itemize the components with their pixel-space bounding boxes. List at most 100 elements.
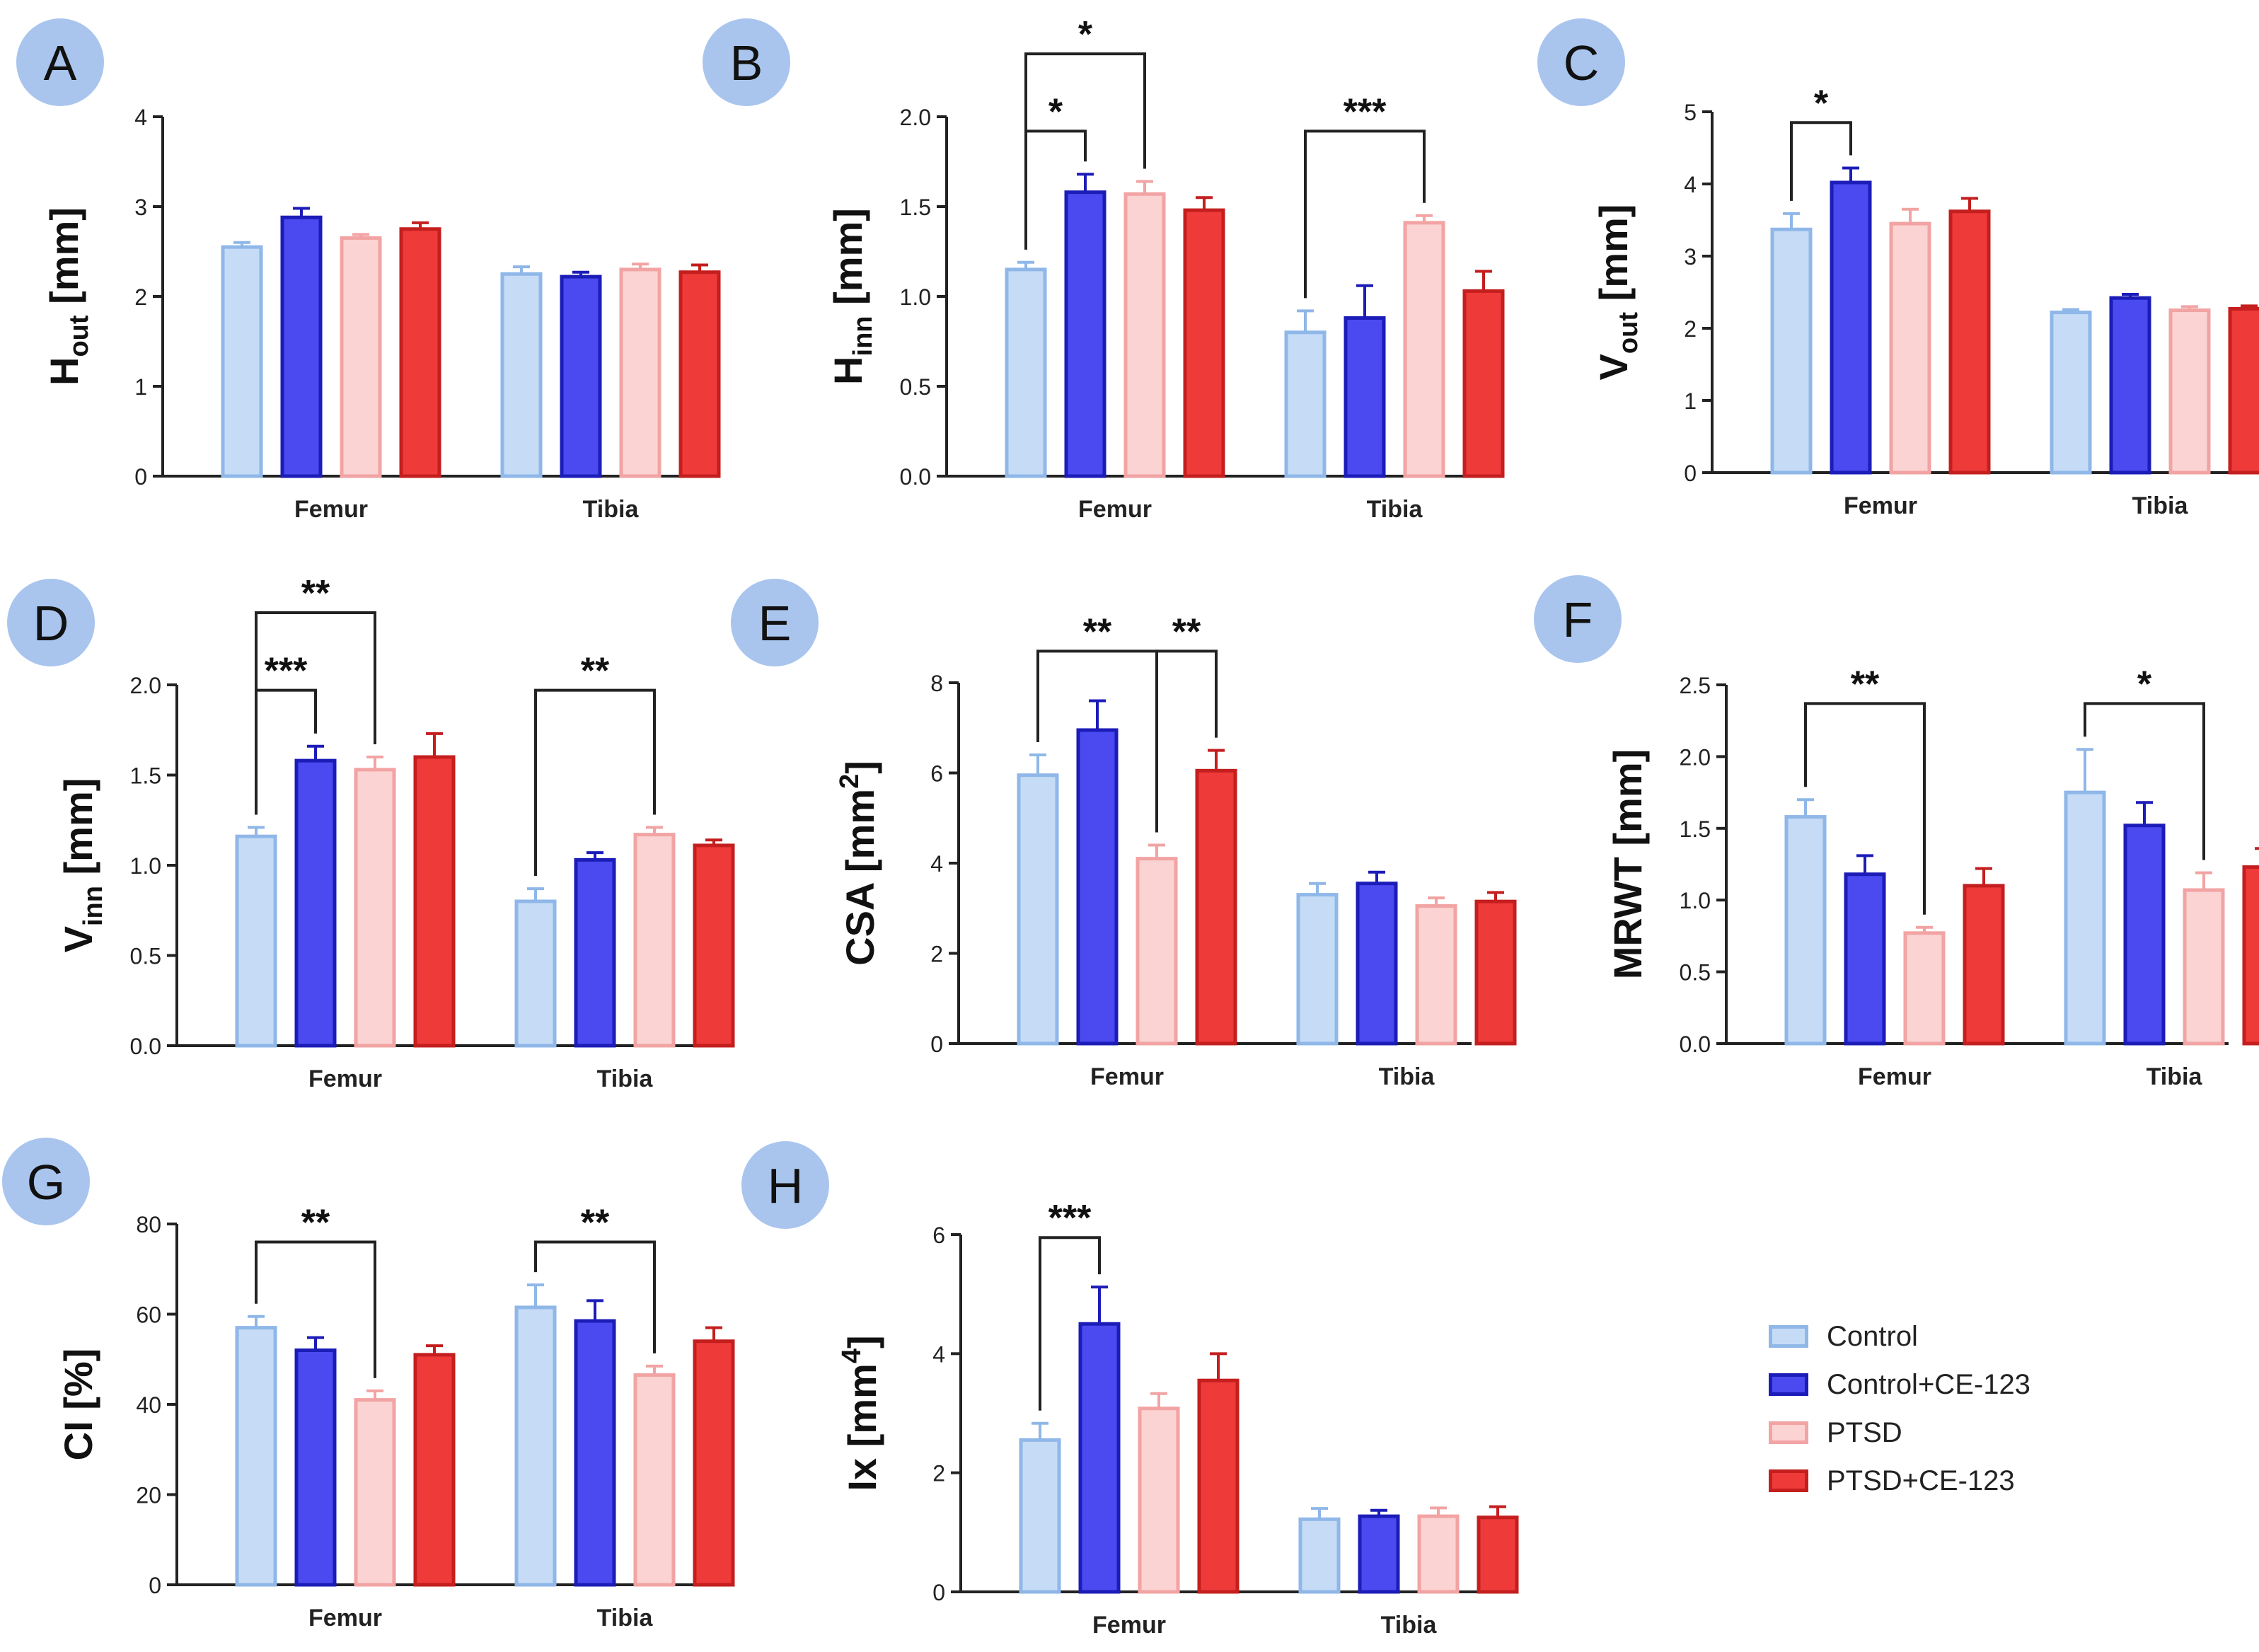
panel-g-bar-ptsd-femur: [354, 1398, 396, 1587]
panel-c-bar-control-femur: [1770, 227, 1813, 475]
panel-g-bar-ptsd-tibia: [633, 1373, 676, 1587]
panel-e-xtick-label-tibia: Tibia: [1379, 1063, 1435, 1090]
panel-h-ytick-label-1: 2: [932, 1461, 945, 1486]
panel-c-ytick-label-3: 3: [1684, 244, 1697, 270]
panel-c-xtick-label-femur: Femur: [1844, 492, 1917, 519]
panel-g-xtick-label-tibia: Tibia: [597, 1605, 654, 1631]
panel-f-ytick-label-2: 1.0: [1680, 888, 1711, 913]
panel-g-bar-control-tibia: [514, 1305, 557, 1587]
panel-h-bar-control-tibia: [1298, 1517, 1341, 1594]
panel-a-xtick-label-tibia: Tibia: [583, 496, 640, 523]
panel-f-ytick-label-5: 2.5: [1680, 673, 1711, 698]
panel-b-xtick-label-femur: Femur: [1078, 496, 1152, 523]
panel-g-ytick-label-1: 20: [136, 1483, 161, 1508]
panel-e-ytick-label-4: 8: [930, 671, 943, 696]
panel-f-bar-control-ce-123-femur: [1844, 872, 1886, 1046]
panel-c-xtick-label-tibia: Tibia: [2132, 492, 2189, 519]
panel-h-sig-bracket-0: [1039, 1236, 1101, 1411]
panel-d-bar-ptsd-ce-123-tibia: [693, 843, 735, 1048]
panel-d-xtick-label-femur: Femur: [308, 1065, 382, 1092]
panel-c-bar-ptsd-tibia: [2168, 308, 2211, 475]
panel-a-bar-ptsd-ce-123-femur: [399, 227, 441, 478]
panel-c-ytick-label-5: 5: [1684, 100, 1697, 125]
panel-b-bar-control-ce-123-femur: [1064, 190, 1107, 478]
panel-d-sig-label-0: ***: [265, 651, 308, 692]
panel-e-xtick-label-femur: Femur: [1090, 1063, 1164, 1090]
legend-swatch-ptsd-ce123: [1769, 1469, 1808, 1492]
panel-e-sig-label-0: **: [1083, 611, 1112, 652]
legend-label-control-ce123: Control+CE-123: [1827, 1368, 2030, 1400]
panel-a-ytick-label-0: 0: [134, 464, 147, 490]
panel-c-badge: [1537, 18, 1625, 106]
panel-f-bar-control-ce-123-tibia: [2123, 824, 2166, 1046]
panel-d-sig-bracket-1: [255, 611, 376, 815]
panel-b-bar-ptsd-femur: [1123, 192, 1166, 478]
panel-f-sig-label-0: **: [1851, 664, 1880, 705]
panel-b-sig-label-1: *: [1078, 14, 1093, 55]
panel-e-bar-control-ce-123-tibia: [1356, 882, 1398, 1046]
panel-a-bar-ptsd-ce-123-tibia: [678, 270, 721, 478]
panel-c-sig-label-0: *: [1814, 83, 1829, 124]
panel-f-bar-ptsd-tibia: [2183, 888, 2225, 1046]
panel-c-sig-bracket-0: [1790, 121, 1852, 201]
panel-a-ytick-label-3: 3: [134, 195, 147, 220]
panel-e-ytick-label-1: 2: [930, 942, 943, 967]
panel-e-ylabel: CSA [mm2]: [835, 761, 882, 966]
panel-c-bar-control-ce-123-femur: [1830, 180, 1872, 475]
panel-c-bar-ptsd-ce-123-femur: [1948, 209, 1991, 475]
panel-h-ylabel: Ix [mm4]: [837, 1335, 884, 1491]
panel-a-bar-control-ce-123-femur: [280, 215, 323, 478]
legend-label-ptsd: PTSD: [1827, 1416, 1902, 1448]
panel-c-ytick-label-2: 2: [1684, 316, 1697, 342]
panel-h-ylabel-main: Ix [mm: [840, 1363, 884, 1491]
panel-f-sig-bracket-0: [1804, 702, 1926, 915]
panel-f-letter: F: [1563, 592, 1593, 647]
panel-e-sig-bracket-1: [1155, 649, 1218, 833]
panel-g-bar-control-femur: [235, 1326, 277, 1587]
panel-a-bar-control-tibia: [500, 272, 543, 478]
panel-a-bar-control-femur: [221, 245, 263, 478]
panel-d-sig-bracket-2: [534, 688, 656, 877]
panel-g-bar-ptsd-ce-123-femur: [413, 1353, 456, 1587]
panel-c: C 0 1 2 3 4 5 Vout [mm] Femur Tibia *: [1537, 18, 2259, 519]
panel-a-ytick-label-2: 2: [134, 284, 147, 310]
panel-c-bar-ptsd-femur: [1889, 221, 1931, 475]
panel-b-sig-bracket-1: [1024, 52, 1146, 250]
panel-d-ytick-label-3: 1.5: [130, 763, 161, 789]
panel-b-sig-bracket-2: [1304, 129, 1426, 299]
panel-c-bar-ptsd-ce-123-tibia: [2228, 306, 2259, 475]
panel-e-ytick-label-2: 4: [930, 851, 943, 877]
panel-e-badge: [731, 579, 819, 666]
panel-g-ytick-label-0: 0: [149, 1573, 161, 1598]
panel-b-ytick-label-4: 2.0: [900, 105, 931, 130]
panel-d-bar-control-ce-123-tibia: [574, 857, 616, 1048]
panel-e-ytick-label-3: 6: [930, 761, 943, 787]
panel-d-ylabel-unit: [mm]: [56, 778, 100, 886]
panel-g-sig-label-0: **: [301, 1203, 330, 1244]
panel-d-sig-label-1: **: [301, 573, 330, 614]
legend-item-ptsd: PTSD: [1769, 1409, 2030, 1457]
panel-d-bar-ptsd-femur: [354, 768, 396, 1048]
panel-f-ytick-label-1: 0.5: [1680, 960, 1711, 986]
panel-b-sig-label-2: ***: [1344, 91, 1387, 132]
panel-b-ylabel-sub: inn: [848, 316, 878, 357]
panel-h-ylabel-sup: 4: [837, 1348, 867, 1363]
panel-f-bar-ptsd-ce-123-tibia: [2242, 865, 2259, 1046]
panel-a-ytick-label-4: 4: [134, 105, 147, 130]
panel-d-ylabel-sub: inn: [79, 886, 108, 926]
panel-a-bar-control-ce-123-tibia: [560, 275, 602, 478]
panel-g-ylabel-main: CI [%]: [56, 1348, 100, 1461]
panel-c-ylabel-unit: [mm]: [1591, 204, 1636, 312]
panel-b-ylabel-main: H: [826, 356, 870, 384]
panel-f-bar-control-tibia: [2064, 790, 2106, 1046]
legend-label-control: Control: [1827, 1320, 1918, 1352]
panel-e-sig-label-1: **: [1172, 611, 1201, 652]
panel-e-ylabel-unit: ]: [838, 761, 882, 774]
panel-a-ytick-label-1: 1: [134, 374, 147, 400]
panel-a-ylabel-unit: [mm]: [42, 207, 86, 315]
legend-item-ptsd-ce123: PTSD+CE-123: [1769, 1457, 2030, 1505]
panel-e-bar-control-tibia: [1296, 893, 1339, 1046]
legend-swatch-control: [1769, 1325, 1808, 1348]
